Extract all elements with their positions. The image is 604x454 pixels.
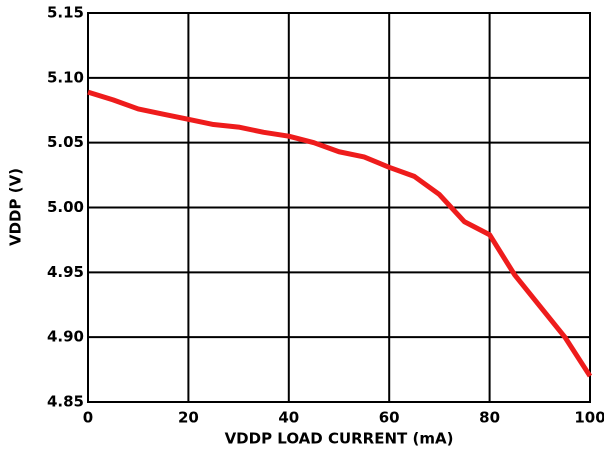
x-tick-label: 0 <box>83 409 93 427</box>
x-tick-label: 20 <box>178 409 199 427</box>
x-tick-label: 80 <box>479 409 500 427</box>
y-tick-label: 4.85 <box>47 393 84 411</box>
y-tick-label: 5.00 <box>47 198 84 216</box>
y-axis-title: VDDP (V) <box>7 168 25 246</box>
data-line <box>87 89 593 378</box>
y-tick-label: 4.90 <box>47 328 84 346</box>
x-axis-title: VDDP LOAD CURRENT (mA) <box>225 430 454 448</box>
plot-frame <box>87 12 591 403</box>
x-tick-label: 60 <box>379 409 400 427</box>
x-tick-label: 40 <box>278 409 299 427</box>
y-tick-label: 5.15 <box>47 4 84 22</box>
y-tick-label: 4.95 <box>47 263 84 281</box>
y-tick-label: 5.05 <box>47 133 84 151</box>
x-tick-label: 100 <box>574 409 604 427</box>
y-tick-label: 5.10 <box>47 68 84 86</box>
